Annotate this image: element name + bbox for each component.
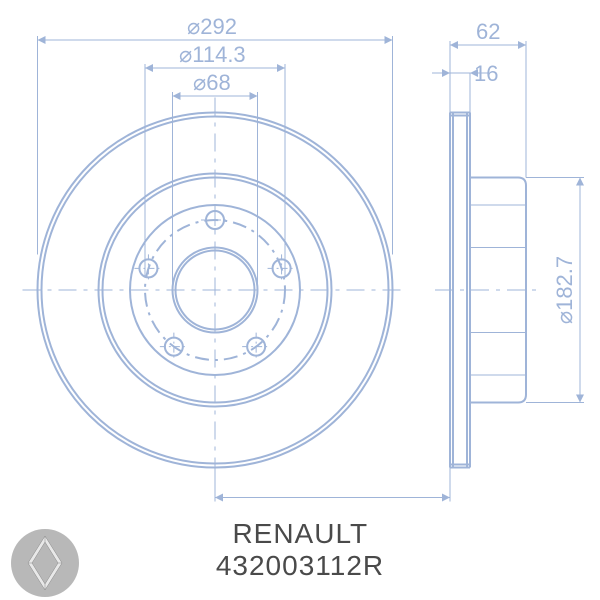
part-number: 432003112R — [216, 550, 384, 581]
brand-part-label: RENAULT 432003112R — [150, 518, 450, 582]
technical-drawing: ⌀292 ⌀114.3 ⌀68 62 16 ⌀182.7 — [0, 0, 600, 540]
svg-text:⌀114.3: ⌀114.3 — [179, 42, 246, 67]
renault-logo-icon — [10, 528, 80, 598]
svg-text:62: 62 — [476, 19, 500, 44]
svg-text:⌀68: ⌀68 — [193, 70, 231, 95]
brand-name: RENAULT — [232, 518, 367, 549]
svg-text:16: 16 — [474, 61, 498, 86]
svg-text:⌀292: ⌀292 — [187, 14, 237, 39]
svg-text:⌀182.7: ⌀182.7 — [552, 256, 577, 324]
footer: RENAULT 432003112R — [0, 540, 600, 600]
diagram-container: ⌀292 ⌀114.3 ⌀68 62 16 ⌀182.7 RENAULT 43200311… — [0, 0, 600, 600]
